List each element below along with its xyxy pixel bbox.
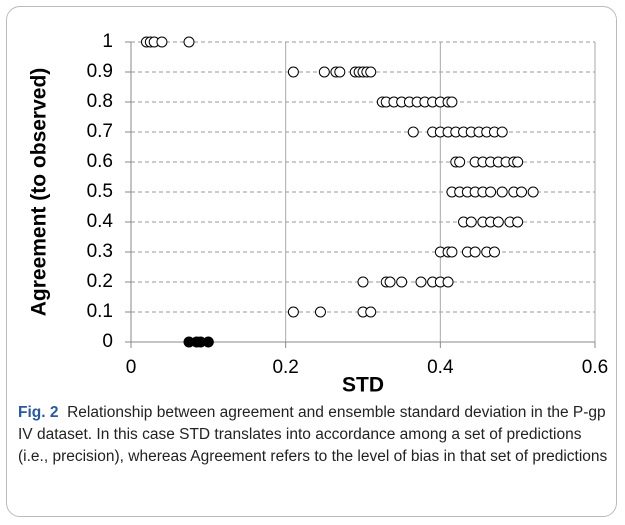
y-tick-label: 0.7: [87, 121, 113, 142]
point: [202, 336, 214, 348]
point: [357, 276, 369, 288]
point: [334, 66, 346, 78]
point: [407, 126, 419, 138]
y-tick-label: 0.4: [87, 211, 114, 232]
figure-frame: [6, 6, 617, 517]
y-axis-label: Agreement (to observed): [28, 68, 51, 317]
point: [314, 306, 326, 318]
y-tick-label: 1: [102, 31, 113, 52]
y-tick-label: 0.6: [87, 151, 113, 172]
point: [183, 36, 195, 48]
caption-label: Fig. 2: [18, 404, 59, 421]
point: [287, 66, 299, 78]
x-tick-label: 0.4: [427, 357, 454, 378]
point: [512, 216, 524, 228]
point: [527, 186, 539, 198]
point: [496, 126, 508, 138]
y-tick-label: 0.1: [87, 301, 113, 322]
point: [287, 306, 299, 318]
point: [446, 246, 458, 258]
point: [446, 96, 458, 108]
point: [365, 66, 377, 78]
y-tick-label: 0.3: [87, 241, 113, 262]
point: [415, 276, 427, 288]
point: [469, 246, 481, 258]
y-tick-label: 0.5: [87, 181, 113, 202]
point: [512, 156, 524, 168]
point: [442, 276, 454, 288]
x-axis-label: STD: [342, 374, 384, 397]
point: [516, 186, 528, 198]
caption-text: Relationship between agreement and ensem…: [18, 404, 608, 465]
point: [365, 306, 377, 318]
caption: Fig. 2 Relationship between agreement an…: [18, 402, 608, 468]
point: [492, 216, 504, 228]
point: [156, 36, 168, 48]
point: [488, 246, 500, 258]
chart: Agreement (to observed) STD 0 0.1 0.2 0.3 0.…: [28, 31, 609, 397]
y-tick-label: 0: [102, 331, 113, 352]
point: [485, 186, 497, 198]
x-tick-label: 0.6: [582, 357, 608, 378]
point: [465, 216, 477, 228]
point: [384, 276, 396, 288]
x-tick-label: 0.2: [272, 357, 298, 378]
point: [396, 276, 408, 288]
point: [496, 186, 508, 198]
point: [454, 156, 466, 168]
y-tick-label: 0.2: [87, 271, 113, 292]
x-tick-label: 0: [126, 357, 137, 378]
y-tick-label: 0.8: [87, 91, 113, 112]
y-tick-label: 0.9: [87, 61, 113, 82]
point: [318, 66, 330, 78]
